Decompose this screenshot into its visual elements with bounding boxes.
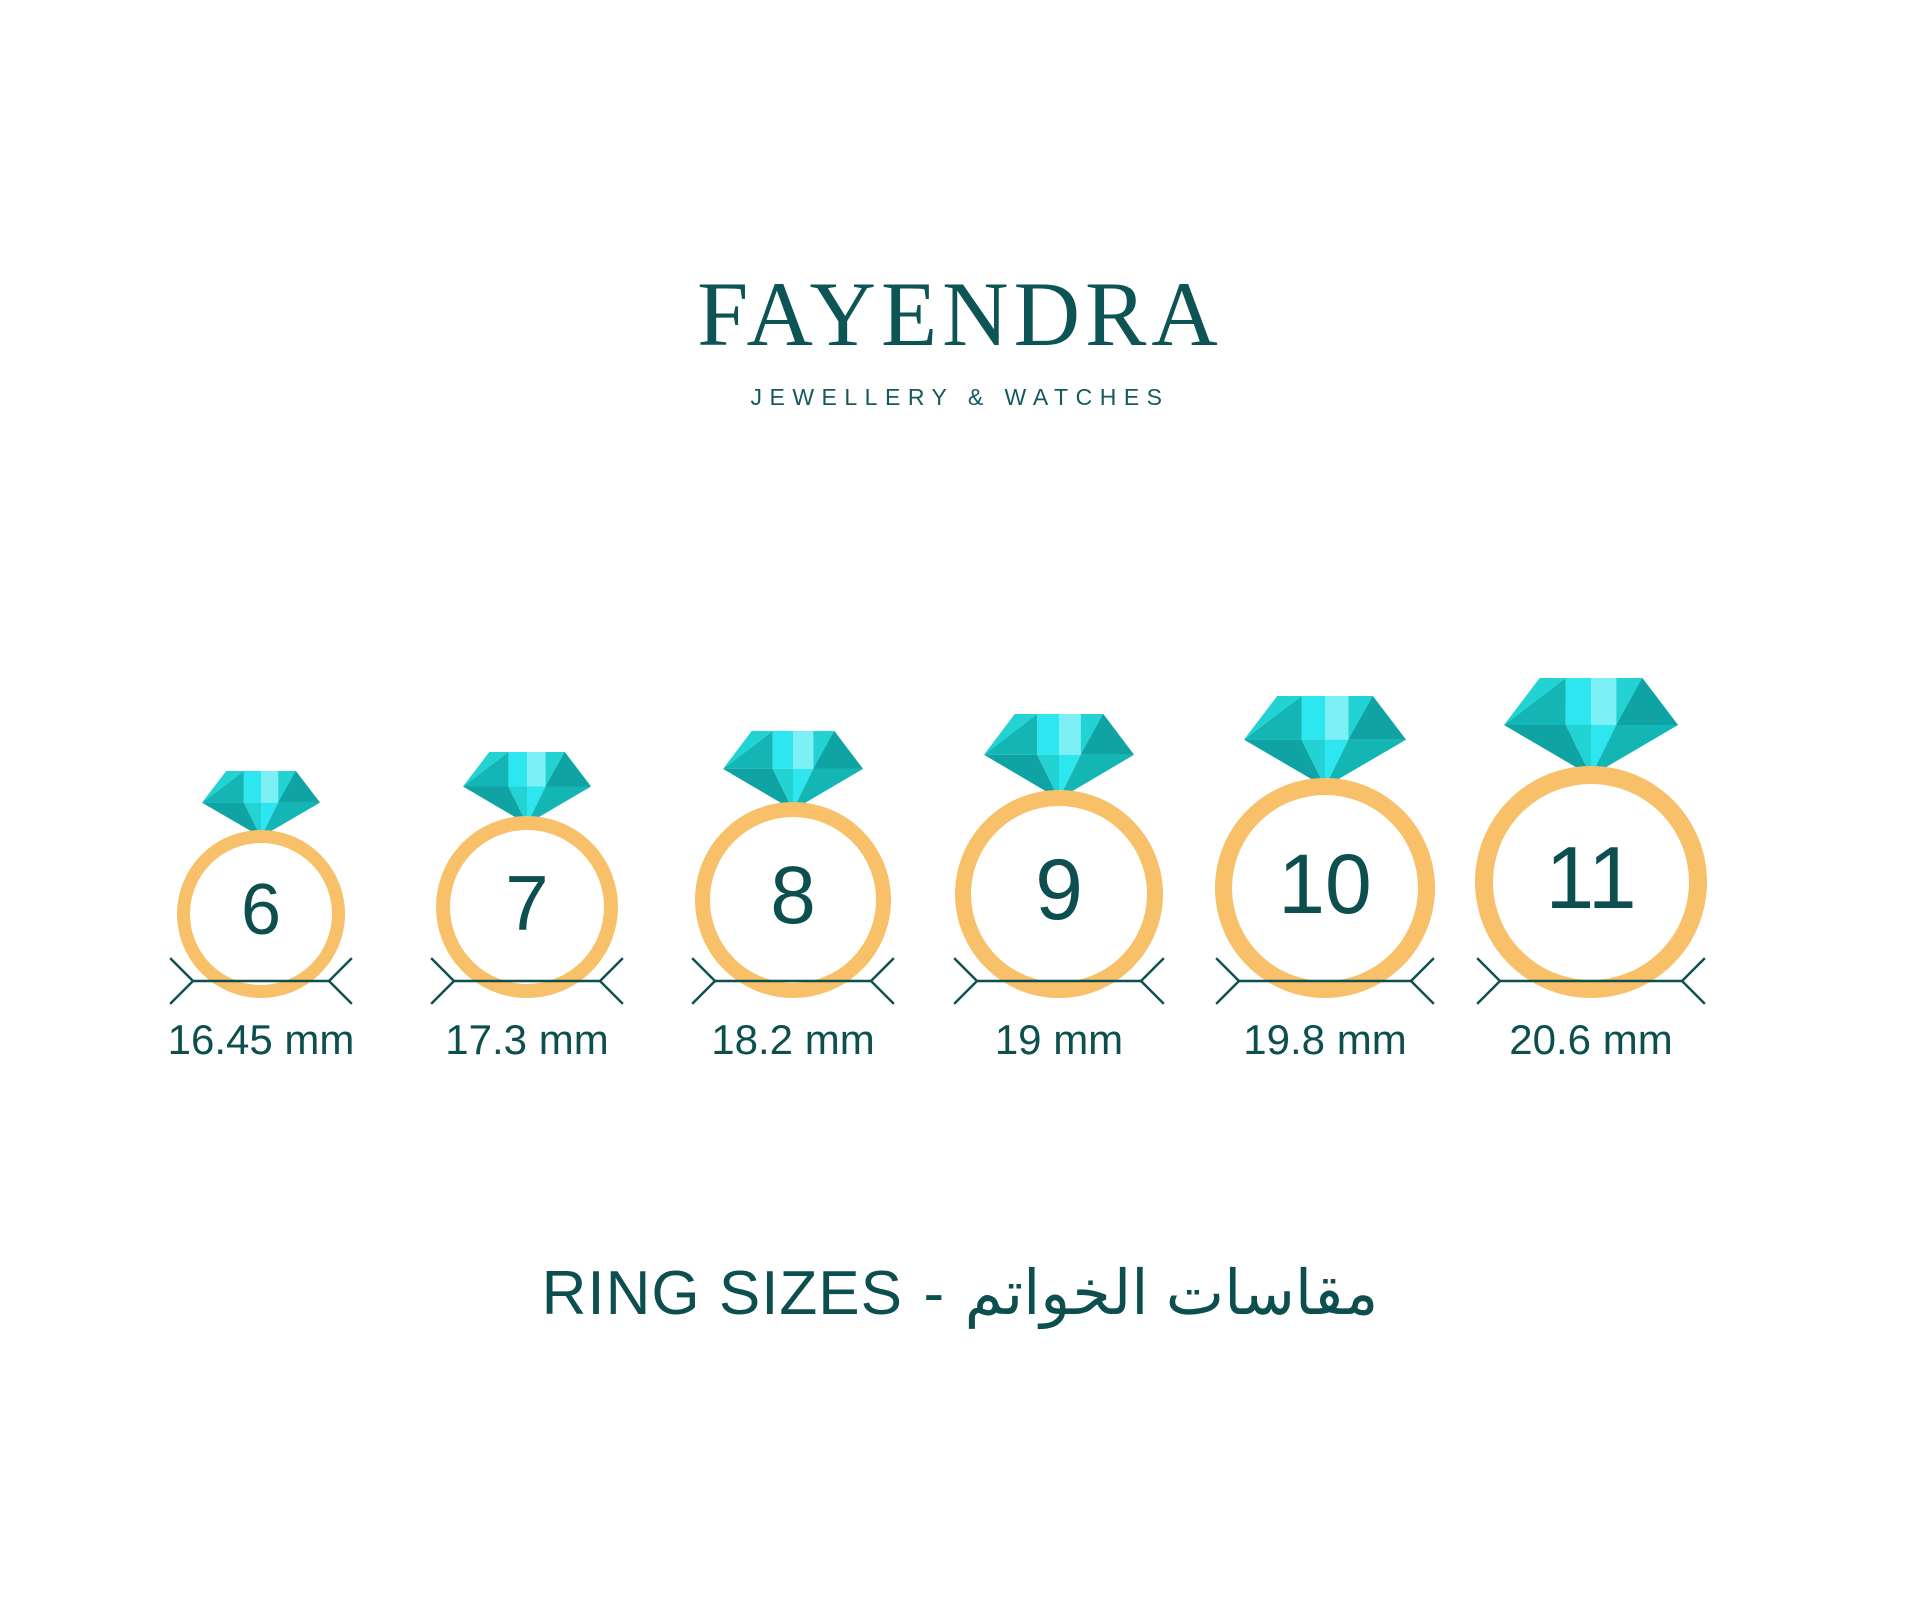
brand-tagline: JEWELLERY & WATCHES [750, 384, 1170, 410]
dimension-line-svg [169, 957, 353, 1005]
ring-size-number: 6 [240, 870, 282, 951]
diamond-icon [202, 771, 320, 837]
ring-size-number: 9 [1035, 841, 1083, 938]
ring-illustrations-row: 6 7 8 [0, 590, 1920, 1010]
ring-measurement-label: 19 mm [994, 1016, 1124, 1063]
ring-measurement-label: 16.45 mm [167, 1016, 355, 1063]
ring-size-number: 7 [505, 859, 549, 948]
dimension-line-svg [1215, 957, 1435, 1005]
dimension-line [660, 955, 926, 1015]
diamond-icon [1504, 678, 1678, 776]
ring-size-number: 8 [770, 849, 816, 941]
dimension-line [1458, 955, 1724, 1015]
diamond-icon [463, 752, 591, 824]
diamond-gem-svg [202, 771, 320, 837]
dimension-line-svg [1476, 957, 1706, 1005]
footer-title-english: RING SIZES [541, 1259, 903, 1328]
ring-size-number: 11 [1545, 827, 1637, 927]
diamond-icon [1244, 696, 1406, 787]
diamond-gem-svg [723, 731, 863, 810]
footer-title-arabic: مقاسات الخواتم [964, 1259, 1379, 1328]
dimension-line-svg [691, 957, 895, 1005]
footer-title: RING SIZES - مقاسات الخواتم [0, 1255, 1920, 1333]
dimension-line-svg [953, 957, 1165, 1005]
dimension-line-svg [430, 957, 624, 1005]
ring-size-number: 10 [1278, 836, 1372, 931]
dimension-lines-row [0, 955, 1920, 1015]
ring-size-item[interactable]: 8 [660, 590, 926, 1010]
diamond-gem-svg [1244, 696, 1406, 787]
ring-size-item[interactable]: 6 [128, 590, 394, 1010]
footer-title-separator: - [923, 1259, 945, 1328]
ring-size-item[interactable]: 9 [926, 590, 1192, 1010]
diamond-icon [984, 714, 1134, 799]
dimension-line [394, 955, 660, 1015]
ring-size-item[interactable]: 11 [1458, 590, 1724, 1010]
ring-measurement-label: 19.8 mm [1243, 1016, 1407, 1063]
dimension-line [926, 955, 1192, 1015]
measurement-labels-row: 16.45 mm 17.3 mm 18.2 mm 19 mm 19.8 mm 20.6 m… [0, 1012, 1920, 1072]
ring-measurement-label: 17.3 mm [445, 1016, 609, 1063]
diamond-icon [723, 731, 863, 810]
diamond-gem-svg [984, 714, 1134, 799]
dimension-line [1192, 955, 1458, 1015]
ring-size-item[interactable]: 10 [1192, 590, 1458, 1010]
diamond-gem-svg [463, 752, 591, 824]
brand-header: FAYENDRA JEWELLERY & WATCHES [0, 268, 1920, 409]
ring-measurement-label: 20.6 mm [1509, 1016, 1673, 1063]
diamond-gem-svg [1504, 678, 1678, 776]
ring-size-item[interactable]: 7 [394, 590, 660, 1010]
ring-measurement-label: 18.2 mm [711, 1016, 875, 1063]
dimension-line [128, 955, 394, 1015]
brand-name: FAYENDRA [697, 263, 1223, 365]
